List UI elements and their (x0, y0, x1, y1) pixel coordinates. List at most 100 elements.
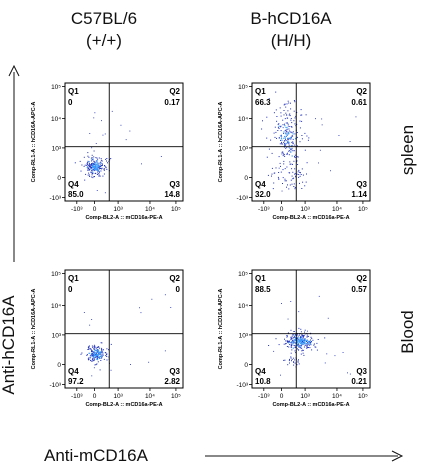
quadrant-q3-label: Q3 (169, 367, 180, 376)
dense-event-dot (97, 354, 99, 356)
event-dot (292, 163, 293, 165)
x-tick-label: -10³ (258, 393, 270, 400)
event-dot (100, 165, 102, 166)
event-dot (283, 140, 285, 142)
event-dot (92, 158, 94, 160)
event-dot (106, 168, 108, 170)
event-dot (296, 136, 298, 138)
event-dot (92, 353, 94, 355)
event-dot (292, 178, 294, 180)
event-dot (285, 180, 287, 182)
event-dot (301, 135, 303, 136)
event-dot (94, 162, 96, 163)
event-dot (94, 345, 96, 347)
event-dot (316, 349, 318, 351)
event-dot (151, 298, 153, 300)
event-dot (292, 337, 294, 339)
event-dot (93, 160, 94, 162)
event-dot (99, 168, 101, 170)
event-dot (90, 171, 92, 173)
event-dot (289, 163, 291, 165)
event-dot (88, 169, 90, 171)
event-dot (278, 167, 280, 169)
event-dot (266, 137, 268, 139)
event-dot (91, 174, 93, 176)
event-dot (89, 133, 91, 134)
event-dot (96, 157, 98, 159)
dense-event-dot (91, 166, 94, 168)
event-dot (283, 114, 285, 116)
plot-frame (251, 82, 371, 202)
event-dot (297, 171, 299, 173)
event-dot (286, 166, 288, 168)
event-dot (298, 174, 300, 175)
event-dot (285, 106, 287, 108)
event-dot (290, 102, 291, 104)
event-dot (286, 103, 288, 105)
event-dot (285, 135, 287, 137)
x-tick-label: 10³ (300, 393, 310, 400)
event-dot (334, 355, 336, 357)
dense-event-dot (284, 125, 286, 127)
event-dot (83, 156, 85, 158)
event-dot (98, 162, 100, 164)
event-dot (86, 354, 88, 356)
event-dot (297, 156, 299, 158)
event-dot (290, 119, 292, 121)
dense-event-dot (98, 349, 100, 351)
event-dot (273, 182, 275, 184)
event-dot (285, 342, 287, 344)
event-dot (280, 125, 282, 127)
event-dot (300, 347, 301, 349)
quadrant-q2-label: Q2 (356, 274, 367, 283)
dense-event-dot (286, 134, 288, 136)
event-dot (290, 336, 292, 338)
event-dot (285, 112, 287, 114)
event-dot (90, 360, 92, 362)
x-tick-label: 10⁴ (332, 206, 342, 213)
dense-event-dot (292, 133, 294, 135)
event-dot (111, 110, 113, 112)
event-dot (284, 178, 286, 180)
event-dot (284, 130, 286, 132)
event-dot (90, 359, 91, 361)
event-dot (279, 107, 281, 109)
event-dot (296, 160, 298, 162)
dense-event-dot (94, 352, 97, 354)
event-dot (306, 347, 308, 349)
dense-event-dot (288, 342, 290, 344)
dense-event-dot (96, 167, 98, 169)
event-dot (292, 171, 294, 173)
event-dot (296, 156, 298, 158)
dense-event-dot (86, 166, 88, 169)
dense-event-dot (98, 353, 100, 355)
event-dot (95, 143, 97, 144)
event-dot (91, 176, 93, 178)
x-tick-label: 0 (93, 393, 97, 400)
event-dot (297, 164, 299, 165)
event-dot (90, 357, 92, 359)
event-dot (92, 346, 94, 348)
dense-event-dot (95, 354, 97, 356)
event-dot (88, 156, 90, 158)
event-dot (282, 127, 284, 129)
event-dot (288, 114, 290, 116)
event-dot (282, 143, 284, 145)
event-dot (298, 311, 300, 313)
event-dot (286, 186, 287, 188)
event-dot (90, 167, 92, 168)
dense-event-dot (94, 166, 96, 168)
event-dot (91, 350, 93, 352)
event-dot (97, 346, 99, 348)
event-dot (326, 353, 328, 355)
event-dot (302, 352, 304, 354)
event-dot (293, 345, 295, 346)
event-dot (87, 155, 89, 157)
event-dot (105, 352, 107, 354)
event-dot (291, 168, 293, 170)
event-dot (293, 331, 295, 332)
event-dot (98, 173, 100, 175)
event-dot (94, 347, 96, 349)
event-dot (290, 163, 292, 165)
dense-event-dot (299, 339, 301, 341)
